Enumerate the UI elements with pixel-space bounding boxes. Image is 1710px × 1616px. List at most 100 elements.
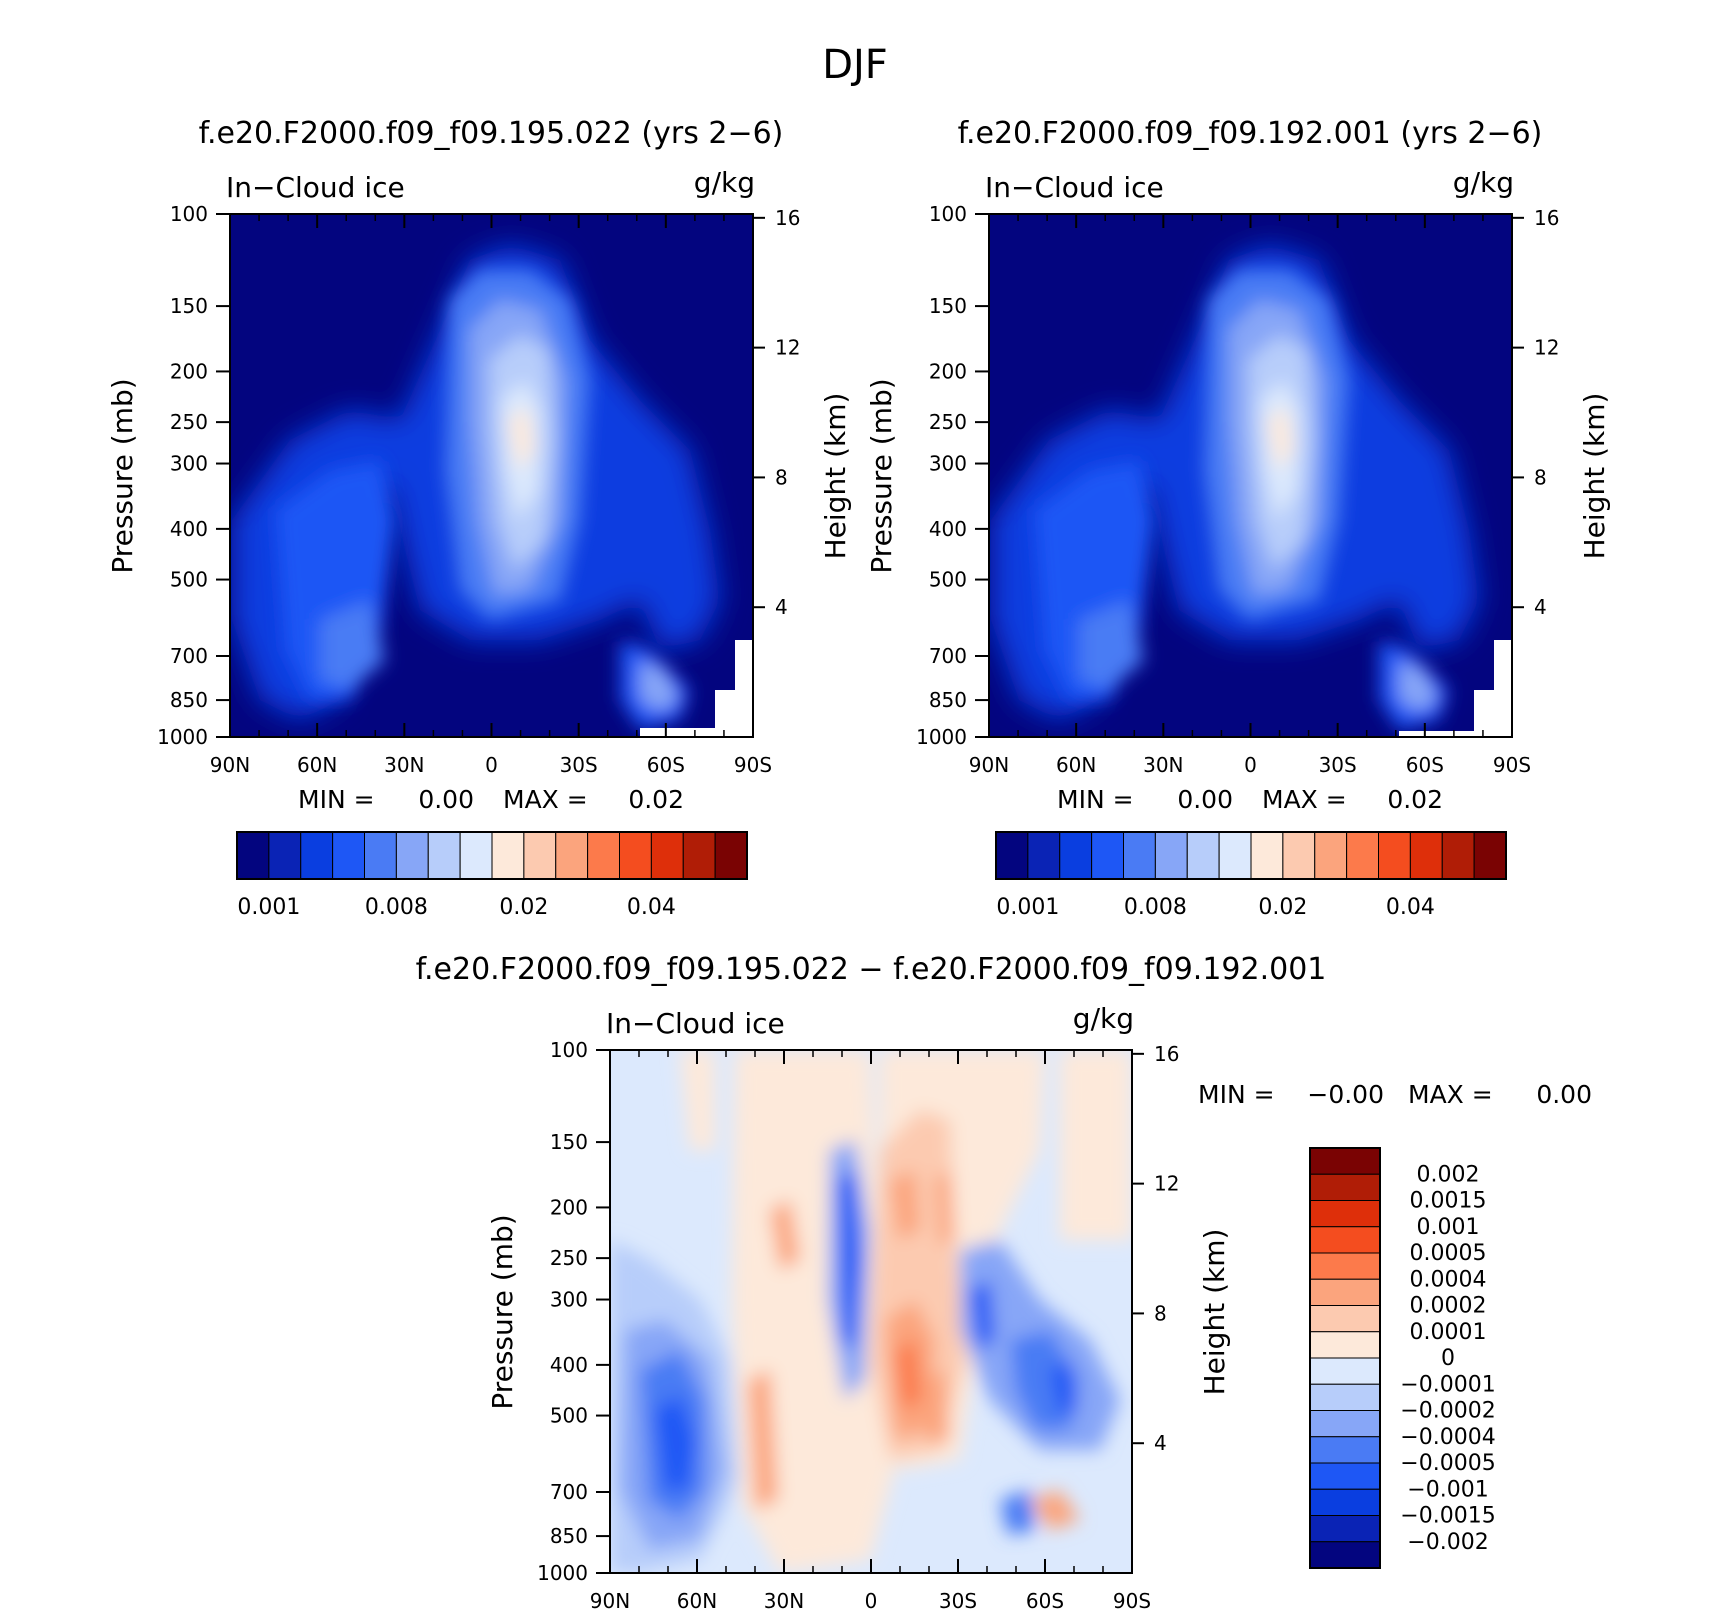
panel-1-ylabel: Pressure (mb) (106, 378, 139, 573)
colorbar-label: 0.008 (1124, 895, 1187, 920)
colorbar-swatch (236, 831, 270, 880)
x-tick-label: 30N (1143, 753, 1183, 777)
x-tick-label: 30S (1319, 753, 1357, 777)
panel-1-units: g/kg (694, 166, 755, 199)
panel-1-field (230, 214, 753, 737)
y-tick-label: 300 (929, 452, 967, 476)
colorbar-swatch (1309, 1462, 1381, 1490)
colorbar-swatch (1250, 831, 1284, 880)
colorbar-label: 0.001 (1417, 1215, 1480, 1240)
x-tick-label: 60N (677, 1589, 717, 1613)
colorbar-swatch (1309, 1436, 1381, 1464)
yr-tick-label: 12 (1154, 1172, 1179, 1196)
colorbar-swatch (1309, 1488, 1381, 1516)
colorbar-swatch (1309, 1331, 1381, 1359)
yr-tick-label: 4 (775, 595, 788, 619)
colorbar-swatch (555, 831, 589, 880)
panel-3-ylabel: Pressure (mb) (486, 1214, 519, 1409)
colorbar-label: 0.0001 (1410, 1320, 1487, 1345)
colorbar-swatch (1309, 1173, 1381, 1201)
panel-3-title: f.e20.F2000.f09_f09.195.022 − f.e20.F200… (416, 952, 1327, 987)
x-tick-label: 60N (1056, 753, 1096, 777)
colorbar-swatch (427, 831, 461, 880)
x-tick-label: 90S (1493, 753, 1531, 777)
x-tick-label: 90N (590, 1589, 630, 1613)
panel-2-min-label: MIN = (1057, 785, 1134, 814)
colorbar-swatch (1123, 831, 1156, 880)
x-tick-label: 0 (1244, 753, 1257, 777)
panel-1-min-label: MIN = (298, 785, 375, 814)
colorbar-swatch (1309, 1515, 1381, 1543)
colorbar-frame (236, 831, 748, 880)
y-tick-label: 200 (929, 359, 967, 383)
panel-1-title: f.e20.F2000.f09_f09.195.022 (yrs 2−6) (199, 116, 784, 151)
panel-2-field (989, 214, 1512, 737)
panel-3: f.e20.F2000.f09_f09.195.022 − f.e20.F200… (416, 952, 1592, 1613)
y-tick-label: 150 (550, 1130, 588, 1154)
panel-2: f.e20.F2000.f09_f09.192.001 (yrs 2−6) In… (865, 116, 1611, 920)
colorbar-label: 0.0002 (1410, 1294, 1487, 1319)
colorbar-label: 0.0004 (1410, 1267, 1487, 1292)
colorbar-label: −0.0015 (1400, 1504, 1495, 1529)
y-tick-label: 300 (550, 1288, 588, 1312)
y-tick-label: 400 (170, 517, 208, 541)
panel-1: f.e20.F2000.f09_f09.195.022 (yrs 2−6) In… (106, 116, 852, 920)
colorbar-swatch (714, 831, 748, 880)
panel-1-yr-ticks: 16 12 8 4 (752, 206, 800, 737)
y-tick-label: 200 (170, 359, 208, 383)
colorbar-swatch (1218, 831, 1252, 880)
colorbar-label: 0.008 (365, 895, 428, 920)
figure-title: DJF (822, 42, 888, 88)
colorbar-label: 0.04 (627, 895, 676, 920)
y-tick-label: 500 (170, 568, 208, 592)
x-tick-label: 0 (485, 753, 498, 777)
y-tick-label: 850 (170, 688, 208, 712)
y-tick-label: 1000 (157, 725, 208, 749)
colorbar-label: 0.001 (996, 895, 1059, 920)
x-tick-label: 90N (969, 753, 1009, 777)
panel-1-ylabel-right: Height (km) (819, 393, 852, 560)
colorbar-swatch (1309, 1410, 1381, 1438)
colorbar-swatch (1441, 831, 1475, 880)
x-tick-label: 60S (647, 753, 685, 777)
colorbar-swatch (682, 831, 716, 880)
panel-2-units: g/kg (1453, 166, 1514, 199)
colorbar-label: 0.0015 (1410, 1189, 1487, 1214)
panel-3-min-label: MIN = (1198, 1080, 1275, 1109)
yr-tick-label: 16 (1154, 1042, 1179, 1066)
colorbar-swatch (587, 831, 620, 880)
colorbar-swatch (1309, 1278, 1381, 1306)
panel-2-min-value: 0.00 (1177, 785, 1233, 814)
panel-3-ylabel-right: Height (km) (1198, 1229, 1231, 1396)
y-tick-label: 250 (550, 1246, 588, 1270)
colorbar-swatch (1409, 831, 1443, 880)
colorbar-swatch (1027, 831, 1061, 880)
panel-1-max-label: MAX = (503, 785, 588, 814)
x-tick-label: 30S (560, 753, 598, 777)
y-tick-label: 300 (170, 452, 208, 476)
colorbar-swatch (1309, 1383, 1381, 1411)
panel-2-ylabel-right: Height (km) (1578, 393, 1611, 560)
colorbar-frame (1309, 1147, 1381, 1569)
colorbar-swatch (1309, 1305, 1381, 1333)
colorbar-swatch (523, 831, 557, 880)
panel-2-x-ticks: 90N 60N 30N 0 30S 60S 90S (969, 214, 1531, 777)
panel-1-max-value: 0.02 (628, 785, 684, 814)
colorbar-swatch (1309, 1226, 1381, 1254)
panel-1-x-ticks: 90N 60N 30N 0 30S 60S 90S (210, 214, 772, 777)
y-tick-label: 1000 (916, 725, 967, 749)
panel-3-colorbar: 0.0020.00150.0010.00050.00040.00020.0001… (1309, 1147, 1496, 1569)
colorbar-swatch (1346, 831, 1379, 880)
x-tick-label: 30N (384, 753, 424, 777)
panel-3-yr-ticks: 16 12 8 4 (1131, 1042, 1179, 1573)
panel-2-yr-ticks: 16 12 8 4 (1511, 206, 1559, 737)
colorbar-swatch (268, 831, 302, 880)
panel-3-max-label: MAX = (1408, 1080, 1493, 1109)
y-tick-label: 500 (550, 1404, 588, 1428)
colorbar-label: −0.002 (1407, 1530, 1488, 1555)
colorbar-swatch (1309, 1200, 1381, 1228)
panel-1-variable: In−Cloud ice (226, 171, 405, 204)
panel-2-variable: In−Cloud ice (985, 171, 1164, 204)
colorbar-swatch (364, 831, 397, 880)
